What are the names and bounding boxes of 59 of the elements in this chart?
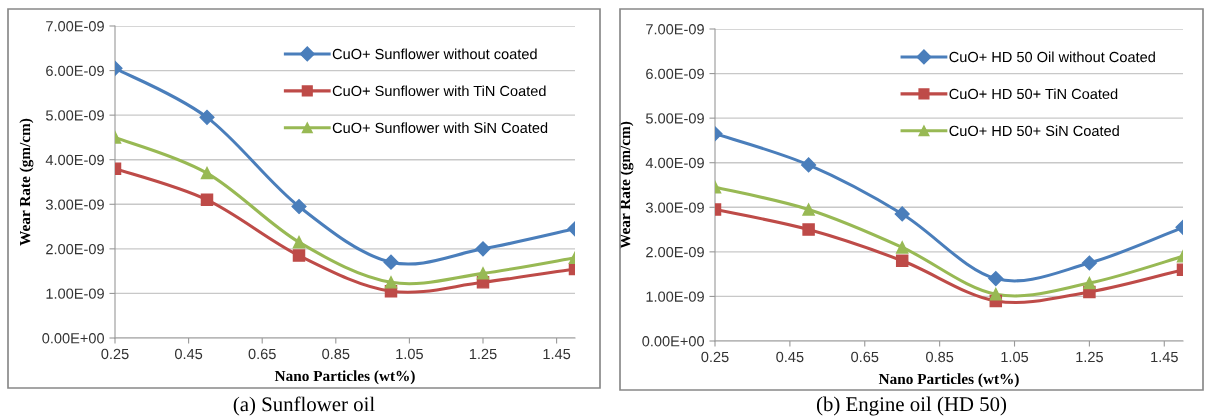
- y-tick-label: 5.00E-09: [45, 110, 104, 121]
- y-tick-label: 2.00E-09: [646, 246, 704, 258]
- x-tick-label: 0.25: [701, 351, 729, 363]
- x-tick-label: 1.05: [396, 348, 423, 360]
- text: (a) Sunflower oil: [233, 396, 375, 416]
- x-tick-label: 1.25: [469, 348, 497, 360]
- point: [989, 287, 1003, 301]
- y-tick-label: 3.00E-09: [45, 199, 104, 210]
- x-tick-label: 1.05: [1001, 351, 1029, 363]
- x-axis-title: Nano Particles (wt%): [274, 370, 415, 385]
- y-tick-label: 4.00E-09: [45, 154, 104, 166]
- x-axis-title: Nano Particles (wt%): [878, 373, 1019, 388]
- x-tick-label: 1.45: [1151, 351, 1178, 363]
- point: [895, 241, 909, 254]
- point: [200, 193, 214, 207]
- point: [199, 109, 215, 125]
- y-tick-label: 4.00E-09: [645, 157, 704, 169]
- point: [476, 267, 490, 280]
- legend-label: CuO+ HD 50 Oil without Coated: [949, 51, 1155, 63]
- x-tick-label: 1.45: [543, 348, 571, 360]
- point: [292, 235, 306, 249]
- y-tick-label: 0.00E+00: [42, 333, 105, 344]
- y-tick-label: 1.00E-09: [646, 291, 704, 302]
- y-tick-label: 6.00E-09: [646, 68, 704, 79]
- x-tick-label: 0.25: [101, 348, 129, 360]
- point: [988, 271, 1004, 287]
- y-tick-label: 7.00E-09: [46, 21, 104, 32]
- y-tick-label: 7.00E-09: [646, 24, 704, 35]
- point: [292, 249, 306, 262]
- point: [895, 254, 909, 268]
- point: [291, 198, 307, 215]
- point: [475, 241, 491, 257]
- y-tick-label: 5.00E-09: [645, 113, 704, 124]
- y-tick-label: 1.00E-09: [46, 288, 104, 299]
- legend-label: CuO+ HD 50+ SiN Coated: [949, 125, 1119, 137]
- point: [894, 206, 910, 222]
- x-tick-label: 0.45: [174, 348, 203, 360]
- x-tick-label: 0.65: [851, 351, 879, 363]
- point: [383, 254, 399, 270]
- text: (b) Engine oil (HD 50): [816, 396, 1007, 416]
- y-tick-label: 6.00E-09: [46, 65, 104, 76]
- x-tick-label: 0.45: [776, 351, 804, 363]
- y-tick-label: 3.00E-09: [645, 202, 704, 213]
- point: [1081, 255, 1097, 271]
- point: [200, 166, 214, 180]
- legend-label: CuO+ Sunflower with TiN Coated: [332, 85, 546, 97]
- legend-label: CuO+ HD 50+ TiN Coated: [949, 88, 1118, 100]
- legend-label: CuO+ Sunflower without coated: [332, 48, 537, 60]
- x-tick-label: 0.85: [926, 351, 954, 363]
- point: [801, 157, 817, 173]
- x-tick-label: 1.25: [1076, 351, 1103, 363]
- y-tick-label: 2.00E-09: [46, 243, 104, 255]
- y-tick-label: 0.00E+00: [642, 336, 705, 347]
- y-axis-title: Wear Rate (gm/cm): [19, 118, 34, 246]
- point: [384, 276, 398, 289]
- x-tick-label: 0.85: [322, 348, 350, 360]
- x-tick-label: 0.65: [248, 348, 276, 360]
- y-axis-title: Wear Rate (gm/cm): [619, 121, 634, 249]
- legend-label: CuO+ Sunflower with SiN Coated: [332, 122, 548, 134]
